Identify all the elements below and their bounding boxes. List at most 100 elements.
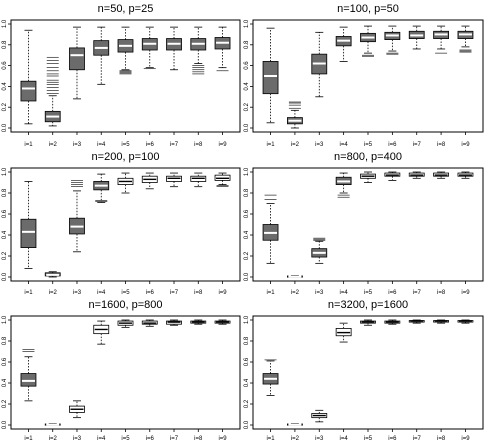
x-tick-label: i=6 [388, 290, 397, 296]
box-i5 [360, 25, 376, 57]
box-i8 [433, 171, 449, 179]
x-tick-label: i=1 [24, 436, 33, 442]
y-tick-label: 0.8 [244, 336, 250, 345]
panel-1: n=50, p=25 0.0 0.2 0.4 0.6 0.8 1.0 i=1 i=2 i=3 i=4… [2, 3, 241, 148]
x-tick-label: i=3 [73, 436, 82, 442]
y-tick-label: 1.0 [2, 167, 8, 176]
x-tick-label: i=5 [121, 436, 130, 442]
x-tick-label: i=1 [24, 142, 33, 148]
box-i8 [190, 319, 207, 325]
x-tick-label: i=7 [413, 142, 422, 148]
y-tick-label: 0.4 [244, 230, 250, 239]
x-tick-label: i=6 [146, 290, 155, 296]
x-tick-label: i=9 [461, 290, 470, 296]
x-tick-label: i=2 [291, 290, 300, 296]
x-tick-label: i=6 [388, 142, 397, 148]
x-tick-label: i=2 [49, 142, 58, 148]
x-tick-label: i=3 [73, 290, 82, 296]
y-tick-label: 0.2 [244, 399, 250, 408]
y-tick-label: 0.6 [2, 209, 8, 218]
y-tick-label: 0.0 [244, 272, 250, 281]
box-i8 [190, 172, 207, 188]
plot-frame [252, 315, 484, 430]
x-tick-label: i=7 [413, 436, 422, 442]
box-i7 [408, 319, 425, 324]
x-tick-label: i=3 [73, 142, 82, 148]
x-tick-label: i=5 [121, 290, 130, 296]
y-tick-label: 0.2 [244, 102, 250, 111]
box-i7 [166, 26, 182, 71]
box-i3 [311, 237, 328, 264]
panel-2: n=100, p=50 0.0 0.2 0.4 0.6 0.8 1.0 i=1 i=2 i=3 i=… [244, 3, 484, 148]
x-tick-label: i=3 [315, 436, 324, 442]
box-i7 [408, 171, 425, 179]
y-tick-label: 1.0 [244, 167, 250, 176]
x-tick-label: i=9 [218, 290, 227, 296]
x-tick-label: i=7 [170, 142, 179, 148]
box-i8 [433, 25, 449, 54]
panel-5: n=1600, p=800 0.0 0.2 0.4 0.6 0.8 1.0 i=1 i=2 i=3… [2, 299, 241, 442]
box-i5 [117, 172, 134, 194]
y-tick-label: 1.0 [244, 19, 250, 28]
x-tick-label: i=9 [461, 436, 470, 442]
box-i5 [117, 26, 134, 75]
y-tick-label: 0.8 [244, 188, 250, 197]
y-tick-label: 0.4 [244, 82, 250, 91]
box-i2 [287, 101, 303, 129]
y-tick-label: 0.4 [2, 230, 8, 239]
x-tick-label: i=1 [266, 436, 275, 442]
box-i9 [214, 319, 231, 325]
panel-title: n=200, p=100 [92, 151, 160, 163]
panel-title: n=1600, p=800 [88, 299, 162, 311]
y-tick-label: 0.4 [244, 378, 250, 387]
box-i4 [93, 320, 110, 345]
box-i5 [360, 171, 376, 183]
x-tick-label: i=1 [266, 290, 275, 296]
box-i3 [311, 31, 328, 98]
box-i1 [262, 359, 279, 397]
x-tick-label: i=8 [194, 436, 203, 442]
x-tick-label: i=2 [291, 436, 300, 442]
y-tick-label: 0.0 [244, 123, 250, 132]
y-tick-label: 1.0 [2, 315, 8, 324]
box-i6 [384, 171, 401, 181]
box-i9 [457, 319, 474, 324]
x-tick-label: i=6 [146, 142, 155, 148]
box-i5 [360, 319, 376, 326]
box-i4 [335, 322, 352, 343]
box-i1 [20, 181, 37, 270]
box-i6 [141, 319, 158, 327]
panel-6: n=3200, p=1600 0.0 0.2 0.4 0.6 0.8 1.0 i=1 i=2 i=… [244, 299, 484, 442]
y-tick-label: 0.4 [2, 82, 8, 91]
box-i4 [93, 26, 110, 85]
y-tick-label: 0.2 [2, 399, 8, 408]
y-tick-label: 0.2 [244, 251, 250, 260]
x-tick-label: i=8 [194, 142, 203, 148]
y-tick-label: 0.8 [2, 336, 8, 345]
box-i2 [44, 271, 61, 278]
y-tick-label: 0.0 [244, 420, 250, 429]
y-tick-label: 1.0 [2, 19, 8, 28]
y-tick-label: 0.6 [244, 357, 250, 366]
x-tick-label: i=2 [291, 142, 300, 148]
x-tick-label: i=6 [388, 436, 397, 442]
x-tick-label: i=3 [315, 142, 324, 148]
y-tick-label: 0.0 [2, 420, 8, 429]
y-tick-label: 0.6 [2, 357, 8, 366]
box-i1 [262, 27, 279, 124]
x-tick-label: i=8 [437, 436, 446, 442]
panel-title: n=50, p=25 [98, 3, 154, 15]
y-tick-label: 0.8 [244, 40, 250, 49]
box-i9 [457, 171, 474, 179]
x-tick-label: i=5 [364, 436, 373, 442]
x-tick-label: i=9 [218, 142, 227, 148]
x-tick-label: i=5 [364, 142, 373, 148]
x-tick-label: i=4 [340, 142, 349, 148]
x-tick-label: i=2 [49, 436, 58, 442]
box-i4 [335, 172, 352, 198]
panel-title: n=800, p=400 [334, 151, 402, 163]
y-tick-label: 0.8 [2, 188, 8, 197]
box-i6 [141, 172, 158, 190]
y-tick-label: 0.6 [244, 61, 250, 70]
